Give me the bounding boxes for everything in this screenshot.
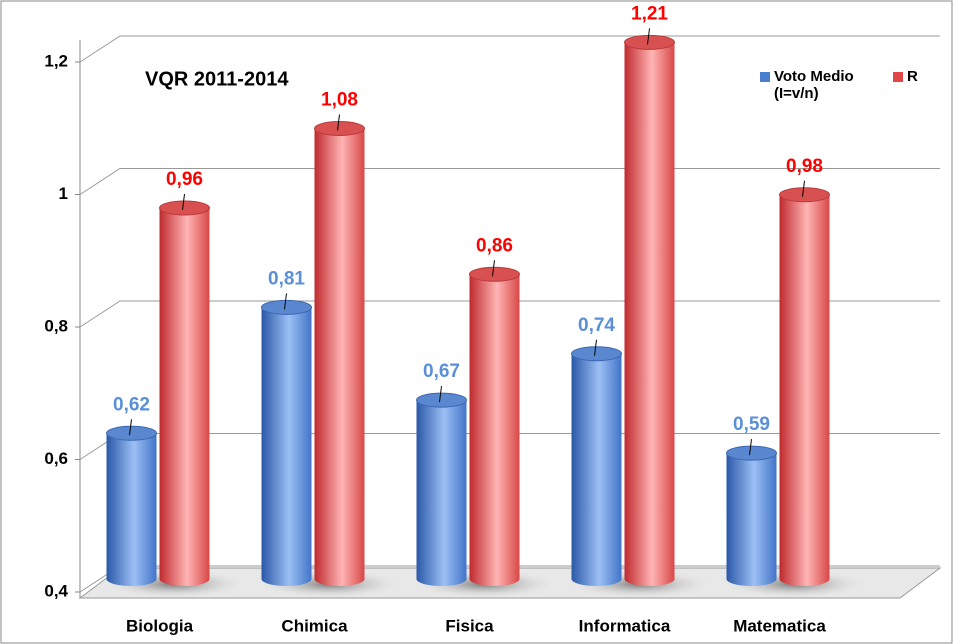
- bar: [469, 274, 520, 579]
- data-label: 0,96: [166, 169, 203, 190]
- grid-line: [79, 35, 940, 63]
- data-label: 0,67: [423, 361, 460, 382]
- bar: [314, 128, 365, 579]
- bar-top: [261, 299, 312, 315]
- bar: [261, 307, 312, 579]
- label-leader: [492, 260, 495, 277]
- bar: [106, 433, 157, 579]
- legend-swatch: [760, 72, 770, 82]
- data-label: 0,98: [786, 156, 823, 177]
- data-label: 1,21: [631, 3, 668, 24]
- bar-top: [779, 187, 830, 203]
- bar: [779, 194, 830, 579]
- bar-top: [106, 425, 157, 441]
- data-label: 0,86: [476, 235, 513, 256]
- bar-top: [726, 445, 777, 461]
- bar-top: [416, 392, 467, 408]
- label-leader: [594, 339, 597, 356]
- y-tick-label: 0,4: [44, 581, 68, 600]
- data-label: 0,74: [578, 315, 615, 336]
- label-leader: [182, 193, 185, 211]
- legend: Voto Medio (I=v/n) R: [760, 68, 918, 102]
- y-tick-label: 1,2: [44, 51, 68, 70]
- legend-item: R: [893, 68, 918, 102]
- bar: [624, 42, 675, 579]
- data-label: 0,81: [268, 268, 305, 289]
- legend-label: Voto Medio (I=v/n): [774, 68, 854, 102]
- label-leader: [647, 28, 650, 45]
- label-leader: [749, 439, 752, 456]
- label-leader: [439, 386, 442, 403]
- y-tick-label: 0,6: [44, 449, 68, 468]
- label-leader: [802, 180, 805, 197]
- label-leader: [284, 293, 287, 310]
- x-tick-label: Chimica: [281, 616, 348, 635]
- label-leader: [337, 114, 340, 131]
- bar: [159, 208, 210, 579]
- x-tick-label: Biologia: [126, 616, 194, 635]
- bar: [726, 453, 777, 579]
- bar-top: [571, 346, 622, 362]
- x-tick-label: Fisica: [445, 616, 494, 635]
- legend-label: R: [907, 68, 918, 85]
- bar-top: [624, 34, 675, 50]
- legend-item: Voto Medio (I=v/n): [760, 68, 879, 102]
- legend-swatch: [893, 72, 903, 82]
- chart-title: VQR 2011-2014: [145, 68, 289, 90]
- bar: [416, 400, 467, 579]
- y-tick-label: 1: [59, 184, 68, 203]
- data-label: 0,59: [733, 414, 770, 435]
- x-tick-label: Informatica: [579, 616, 671, 635]
- bar-top: [469, 266, 520, 282]
- x-tick-label: Matematica: [733, 616, 826, 635]
- y-tick-label: 0,8: [44, 316, 68, 335]
- bar-top: [314, 121, 365, 136]
- bar: [571, 353, 622, 579]
- data-label: 1,08: [321, 90, 358, 111]
- bar-top: [159, 200, 210, 216]
- data-label: 0,62: [113, 394, 150, 415]
- label-leader: [129, 419, 132, 436]
